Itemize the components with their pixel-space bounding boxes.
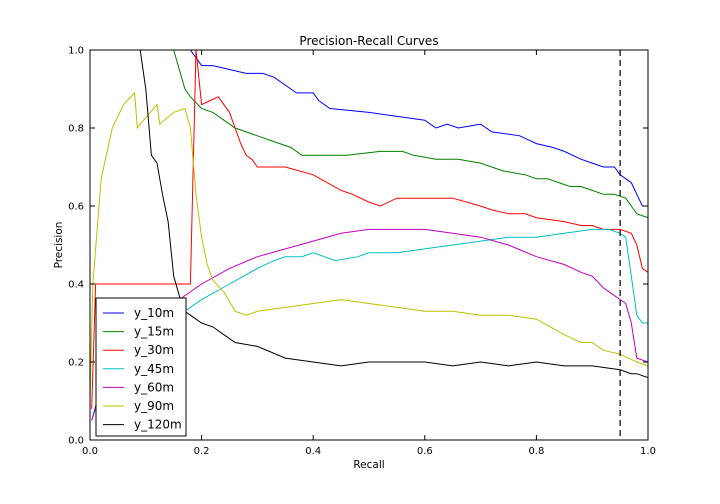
- series-line-y-90m: [90, 91, 648, 402]
- chart-title: Precision-Recall Curves: [299, 34, 438, 48]
- plot-frame: [89, 49, 649, 441]
- legend-label: y_30m: [134, 343, 174, 357]
- y-tick-label: 0.0: [68, 436, 84, 447]
- series-line-y-60m: [91, 228, 648, 421]
- legend-label: y_10m: [134, 306, 174, 320]
- series-line-y-45m: [91, 228, 648, 421]
- x-tick-label: 0.2: [194, 446, 210, 457]
- legend-label: y_90m: [134, 399, 174, 413]
- y-tick-label: 0.2: [68, 358, 84, 369]
- x-tick-label: 0.0: [82, 446, 98, 457]
- x-tick-label: 0.8: [528, 446, 544, 457]
- legend-label: y_45m: [134, 362, 174, 376]
- series-line-y-10m: [189, 50, 648, 207]
- legend-label: y_60m: [134, 380, 174, 394]
- series-line-y-120m: [139, 50, 648, 379]
- y-axis: 0.0 0.2 0.4 0.6 0.8 1.0: [68, 46, 648, 447]
- x-tick-label: 0.6: [417, 446, 433, 457]
- y-tick-label: 0.8: [68, 124, 84, 135]
- legend-frame: [95, 297, 187, 437]
- y-tick-label: 1.0: [68, 46, 84, 57]
- y-tick-label: 0.4: [68, 280, 84, 291]
- series-line-y-30m: [91, 50, 648, 409]
- y-axis-title: Precision: [53, 222, 65, 269]
- legend: y_10m y_15m y_30m y_45m y_60m y_90m y_120m: [95, 297, 187, 437]
- x-tick-label: 0.4: [305, 446, 321, 457]
- series-line-y-15m: [173, 50, 648, 219]
- x-axis: 0.0 0.2 0.4 0.6 0.8 1.0: [82, 50, 656, 457]
- y-tick-label: 0.6: [68, 202, 84, 213]
- legend-label: y_120m: [134, 418, 182, 432]
- x-axis-title: Recall: [353, 459, 384, 471]
- legend-label: y_15m: [134, 325, 174, 339]
- x-tick-label: 1.0: [640, 446, 656, 457]
- series-layer: [90, 50, 648, 421]
